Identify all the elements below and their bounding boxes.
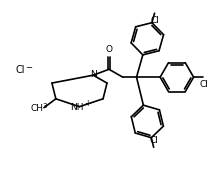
Text: NH: NH xyxy=(70,103,83,112)
Text: Cl: Cl xyxy=(199,80,208,89)
Text: N: N xyxy=(90,70,97,79)
Text: −: − xyxy=(25,63,32,72)
Text: Cl: Cl xyxy=(150,16,159,25)
Text: O: O xyxy=(106,45,112,54)
Text: CH: CH xyxy=(31,104,44,113)
Text: +: + xyxy=(84,99,91,108)
Text: Cl: Cl xyxy=(149,136,158,145)
Text: Cl: Cl xyxy=(15,65,25,75)
Text: 3: 3 xyxy=(43,103,47,109)
